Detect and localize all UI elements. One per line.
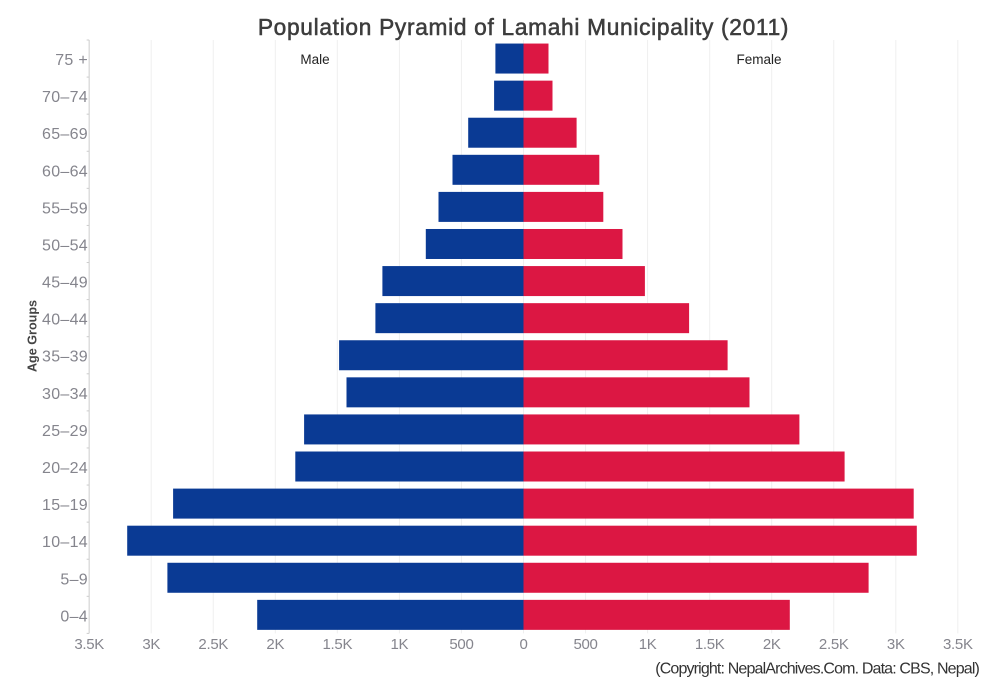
svg-text:5–9: 5–9 [60,571,88,588]
svg-text:65–69: 65–69 [42,126,88,143]
svg-text:35–39: 35–39 [42,349,88,366]
svg-text:3K: 3K [887,636,905,653]
svg-text:1K: 1K [391,636,409,653]
svg-text:10–14: 10–14 [42,534,88,551]
svg-text:60–64: 60–64 [42,163,88,180]
svg-text:3.5K: 3.5K [943,636,973,653]
svg-text:2.5K: 2.5K [198,636,228,653]
svg-text:75 +: 75 + [55,52,88,69]
svg-text:(Copyright: NepalArchives.Com.: (Copyright: NepalArchives.Com. Data: CBS… [655,661,979,678]
svg-text:500: 500 [449,636,473,653]
svg-text:3K: 3K [142,636,160,653]
svg-text:30–34: 30–34 [42,386,88,403]
svg-text:1K: 1K [639,636,657,653]
svg-text:1.5K: 1.5K [695,636,725,653]
svg-text:50–54: 50–54 [42,237,88,254]
svg-text:2K: 2K [763,636,781,653]
svg-text:0: 0 [519,636,527,653]
svg-text:15–19: 15–19 [42,497,88,514]
svg-text:45–49: 45–49 [42,275,88,292]
svg-text:1.5K: 1.5K [323,636,353,653]
svg-text:40–44: 40–44 [42,312,88,329]
svg-text:Age Groups: Age Groups [26,300,40,372]
svg-text:20–24: 20–24 [42,460,88,477]
svg-text:25–29: 25–29 [42,423,88,440]
svg-text:Female: Female [736,52,781,67]
svg-text:3.5K: 3.5K [74,636,104,653]
svg-text:55–59: 55–59 [42,200,88,217]
svg-text:2.5K: 2.5K [819,636,849,653]
svg-text:2K: 2K [266,636,284,653]
svg-text:0–4: 0–4 [60,608,88,625]
svg-text:500: 500 [573,636,597,653]
svg-text:Male: Male [300,52,329,67]
svg-text:Population Pyramid of Lamahi M: Population Pyramid of Lamahi Municipalit… [258,14,789,40]
svg-text:70–74: 70–74 [42,89,88,106]
